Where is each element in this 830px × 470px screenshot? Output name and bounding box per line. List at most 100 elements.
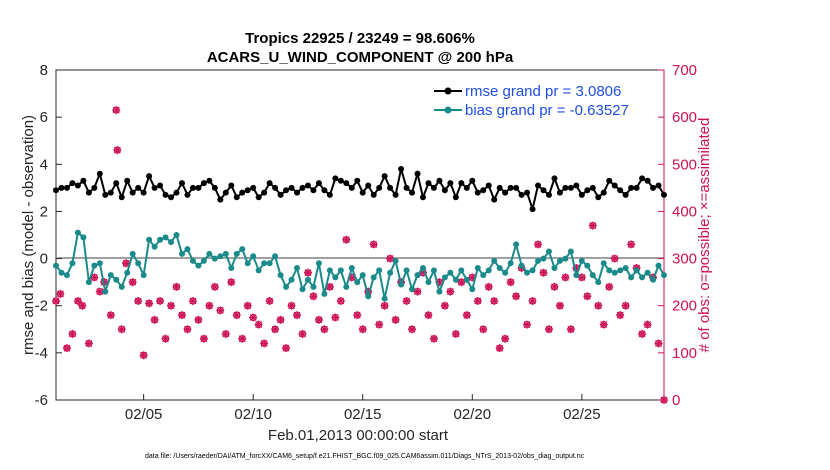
rmse-data-point (398, 166, 405, 172)
rmse-data-point (551, 175, 558, 182)
rmse-data-point (529, 206, 536, 213)
x-tick-label: 02/15 (344, 406, 382, 423)
bias-data-point (376, 267, 383, 274)
bias-data-point (639, 274, 646, 281)
rmse-data-point (189, 184, 196, 191)
bias-data-point (650, 276, 657, 283)
rmse-data-point (518, 191, 525, 198)
obs-assimilated-marker (353, 311, 362, 320)
obs-assimilated-marker (528, 297, 537, 305)
bias-data-point (551, 265, 558, 271)
y-right-tick-label: 300 (672, 251, 697, 268)
obs-assimilated-marker (495, 344, 504, 353)
bias-data-point (189, 257, 196, 264)
bias-data-point (124, 269, 131, 276)
obs-assimilated-marker (660, 396, 668, 404)
rmse-data-point (419, 194, 426, 201)
rmse-data-point (491, 196, 498, 203)
rmse-data-point (381, 173, 388, 180)
bias-data-point (567, 248, 574, 255)
obs-assimilated-marker (238, 334, 247, 343)
rmse-data-point (595, 194, 602, 201)
rmse-data-point (102, 191, 109, 198)
bias-data-point (545, 248, 552, 255)
obs-assimilated-marker (188, 297, 197, 305)
obs-assimilated-marker (276, 315, 285, 324)
obs-assimilated-marker (331, 313, 340, 322)
x-axis-label: Feb.01,2013 00:00:00 start (268, 427, 449, 444)
rmse-data-point (480, 187, 487, 194)
obs-assimilated-marker (78, 301, 87, 310)
rmse-data-point (655, 182, 662, 189)
rmse-data-point (639, 175, 646, 182)
rmse-data-point (304, 182, 311, 189)
y-right-tick-label: 200 (672, 298, 697, 315)
bias-data-point (392, 257, 399, 264)
data-file-footnote: data file: /Users/raeder/DAI/ATM_forcXX/… (145, 453, 585, 460)
bias-data-point (518, 262, 525, 269)
x-tick-label: 02/10 (234, 406, 272, 423)
y-left-tick-label: 8 (40, 62, 48, 79)
bias-data-point (299, 286, 306, 293)
obs-assimilated-marker (408, 325, 417, 334)
y-right-tick-label: 400 (672, 203, 697, 220)
rmse-data-point (118, 194, 125, 201)
bias-data-point (85, 279, 92, 286)
obs-assimilated-marker (90, 273, 99, 282)
bias-data-point (529, 267, 536, 274)
x-tick-label: 02/05 (125, 406, 163, 423)
obs-assimilated-marker (216, 306, 225, 315)
bias-data-point (398, 281, 405, 288)
rmse-data-point (288, 184, 295, 191)
rmse-data-point (239, 189, 246, 196)
y-axis-label-right: # of obs: o=possible; ×=assimilated (696, 118, 713, 353)
bias-data-point (266, 260, 273, 267)
obs-assimilated-marker (479, 325, 488, 334)
rmse-data-point (502, 189, 509, 196)
rmse-data-point (283, 187, 290, 194)
obs-assimilated-marker (506, 278, 515, 287)
obs-count-markers (52, 106, 668, 404)
rmse-data-point (441, 187, 448, 194)
bias-data-point (633, 267, 640, 274)
obs-assimilated-marker (106, 311, 115, 320)
rmse-data-point (211, 184, 218, 191)
rmse-data-point (69, 180, 76, 187)
obs-assimilated-marker (303, 268, 312, 277)
bias-data-point (403, 267, 410, 274)
obs-assimilated-marker (599, 320, 608, 329)
rmse-data-point (85, 189, 92, 196)
y-right-tick-label: 100 (672, 345, 697, 362)
obs-assimilated-marker (440, 301, 449, 310)
rmse-data-point (354, 177, 361, 184)
bias-data-point (58, 269, 65, 276)
bias-data-point (584, 262, 591, 269)
bias-data-point (91, 262, 98, 269)
bias-data-point (354, 279, 361, 286)
rmse-data-point (628, 184, 635, 191)
obs-assimilated-marker (473, 297, 482, 305)
obs-assimilated-marker (561, 273, 570, 282)
bias-data-point (321, 290, 328, 297)
obs-assimilated-marker (73, 297, 82, 305)
obs-assimilated-marker (429, 334, 438, 343)
bias-data-point (430, 267, 437, 274)
legend-bias-label: bias grand pr = -0.63527 (465, 102, 629, 119)
rmse-data-point (222, 189, 229, 196)
rmse-data-point (458, 180, 465, 187)
obs-assimilated-marker (418, 268, 427, 277)
rmse-data-point (113, 180, 120, 187)
obs-assimilated-marker (128, 278, 137, 287)
obs-assimilated-marker (265, 297, 274, 305)
rmse-data-point (326, 191, 333, 198)
rmse-data-point (96, 170, 103, 177)
obs-assimilated-marker (287, 301, 296, 310)
bias-data-point (294, 265, 301, 271)
obs-assimilated-marker (134, 297, 143, 305)
rmse-data-point (584, 187, 591, 194)
bias-data-point (661, 272, 667, 279)
bias-data-point (606, 267, 613, 274)
rmse-data-point (228, 182, 235, 189)
rmse-data-point (140, 189, 147, 196)
